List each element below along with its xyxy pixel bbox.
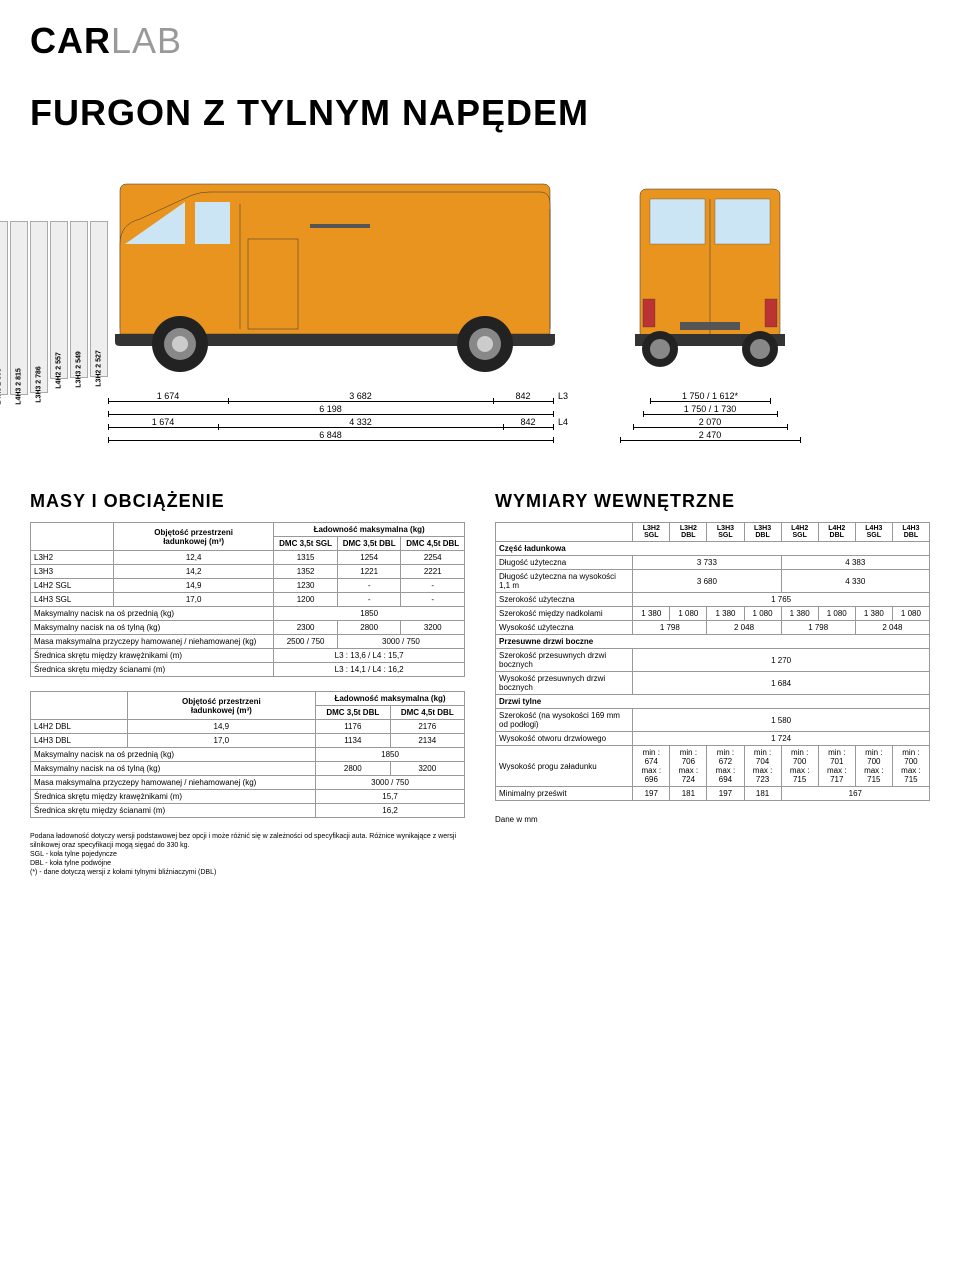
masy-heading: MASY I OBCIĄŻENIE: [30, 491, 465, 512]
wymiary-note: Dane w mm: [495, 815, 930, 824]
page-title: FURGON Z TYLNYM NAPĘDEM: [30, 92, 930, 134]
van-side-svg: [30, 164, 570, 384]
vehicle-diagram: H3 H2 L4H3 2 808 L4H3 2 815 L3H3 2 786 L…: [30, 164, 930, 441]
van-rear-view: 1 750 / 1 612* 1 750 / 1 730 2 070 2 470: [610, 164, 810, 441]
wymiary-table: L3H2 SGLL3H2 DBLL3H3 SGLL3H3 DBLL4H2 SGL…: [495, 522, 930, 801]
wymiary-heading: WYMIARY WEWNĘTRZNE: [495, 491, 930, 512]
masy-table-1: Objętość przestrzeni ładunkowej (m³) Ład…: [30, 522, 465, 677]
brand-bold: CAR: [30, 20, 111, 61]
van-side-view: H3 H2 L4H3 2 808 L4H3 2 815 L3H3 2 786 L…: [30, 164, 570, 441]
brand-logo: CARLAB: [30, 20, 930, 62]
van-rear-svg: [610, 164, 810, 384]
masy-table-2: Objętość przestrzeni ładunkowej (m³) Ład…: [30, 691, 465, 818]
height-bars: L4H3 2 808 L4H3 2 815 L3H3 2 786 L4H2 2 …: [0, 221, 110, 395]
footnote: Podana ładowność dotyczy wersji podstawo…: [30, 832, 465, 877]
brand-light: LAB: [111, 20, 182, 61]
